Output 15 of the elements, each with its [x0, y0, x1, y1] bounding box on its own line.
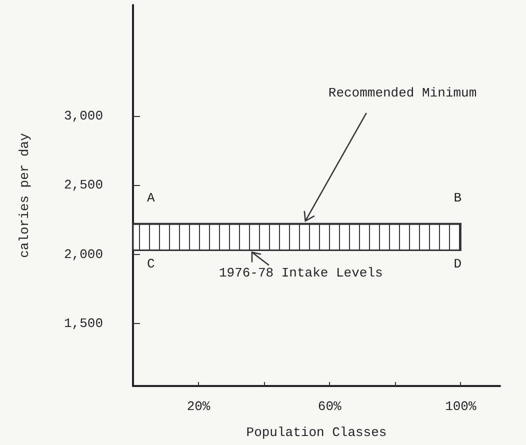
x-tick-label: 100% — [445, 399, 476, 414]
annotation: A — [147, 190, 155, 206]
annotation: C — [147, 256, 155, 272]
x-tick-label: 60% — [318, 399, 342, 414]
y-tick-label: 3,000 — [64, 108, 103, 124]
annotation: D — [454, 256, 462, 272]
annotation: 1976-78 Intake Levels — [218, 266, 383, 281]
y-axis-title: calories per day — [17, 132, 32, 258]
annotation: B — [454, 190, 462, 206]
x-tick-label: 20% — [186, 399, 210, 414]
x-axis-title: Population Classes — [246, 425, 387, 440]
y-tick-label: 2,000 — [64, 246, 103, 262]
y-tick-label: 1,500 — [64, 316, 103, 332]
y-tick-label: 2,500 — [64, 178, 103, 193]
annotation: Recommended Minimum — [328, 85, 477, 100]
